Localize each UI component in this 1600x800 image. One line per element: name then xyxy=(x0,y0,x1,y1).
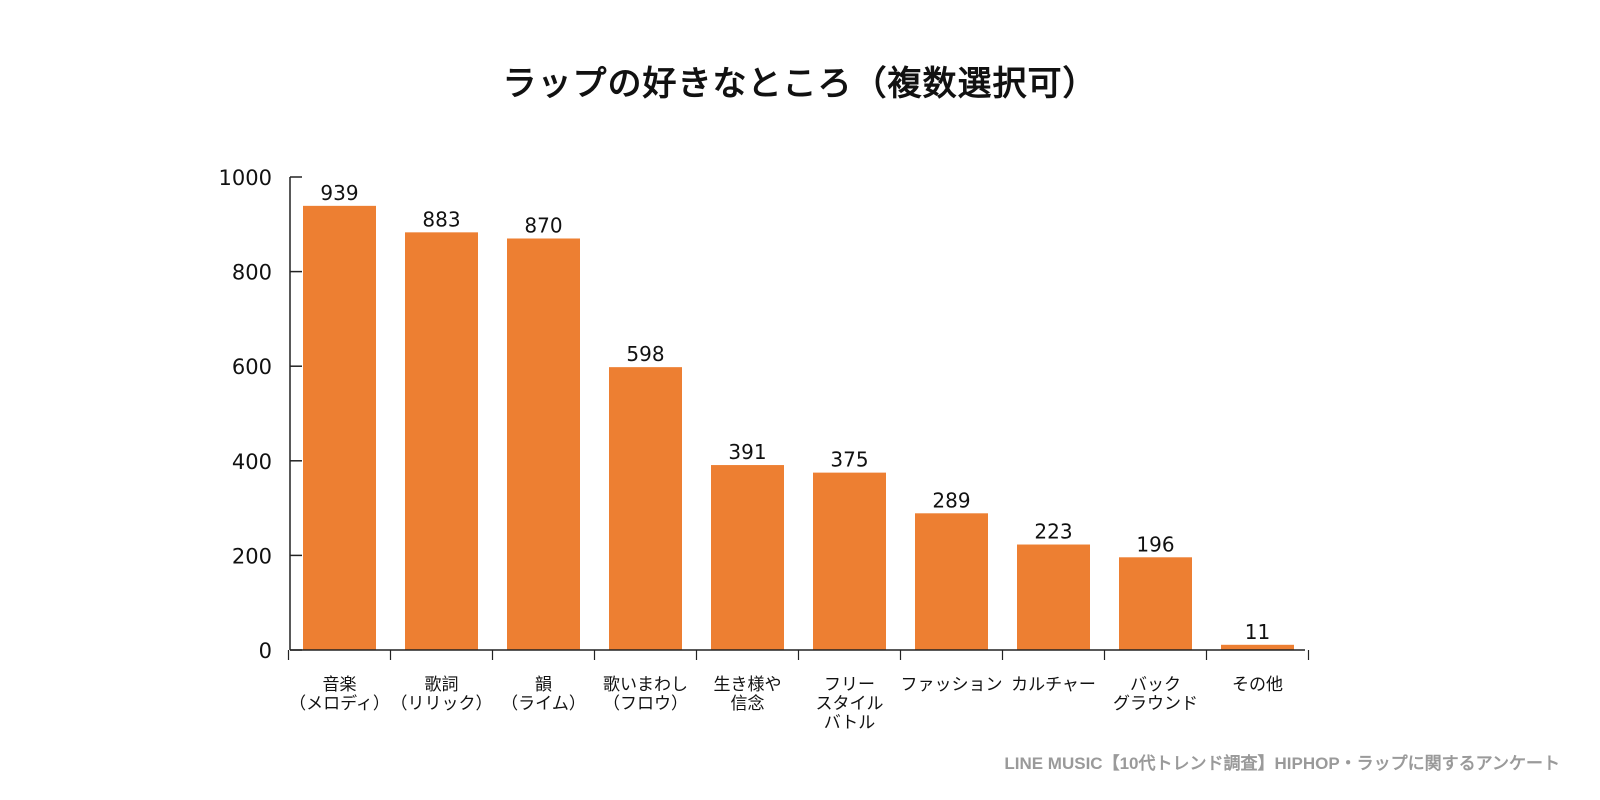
category-label-line: カルチャー xyxy=(1011,675,1096,695)
data-label: 939 xyxy=(320,181,358,205)
bar xyxy=(609,367,682,650)
category-label-line: 歌いまわし xyxy=(603,675,688,695)
bar xyxy=(1017,544,1090,650)
bar xyxy=(303,205,376,650)
bar xyxy=(1119,557,1192,650)
data-label: 289 xyxy=(932,488,970,512)
y-tick-label: 600 xyxy=(232,355,272,379)
y-tick-label: 200 xyxy=(232,544,272,568)
category-label: ファッション xyxy=(901,675,1003,695)
category-label-line: 信念 xyxy=(731,693,765,714)
y-axis: 0 200 400 600 800 1000 xyxy=(219,166,302,663)
category-label-line: （フロウ） xyxy=(603,694,688,714)
category-label-line: 韻 xyxy=(535,675,552,695)
category-label-line: バトル xyxy=(824,713,876,733)
bar xyxy=(507,238,580,651)
category-label-line: その他 xyxy=(1232,675,1283,695)
category-label-line: バック xyxy=(1130,675,1181,695)
chart-title: ラップの好きなところ（複数選択可） xyxy=(502,64,1098,104)
data-label: 196 xyxy=(1136,532,1174,556)
category-label: 歌詞（リリック） xyxy=(391,675,493,714)
category-label-line: （メロディ） xyxy=(289,693,390,714)
data-label: 391 xyxy=(728,440,766,464)
y-tick-label: 400 xyxy=(232,450,272,474)
data-label: 375 xyxy=(830,448,868,472)
category-label-line: 音楽 xyxy=(323,675,357,695)
category-label-line: （ライム） xyxy=(501,694,586,714)
category-label: 音楽（メロディ） xyxy=(289,675,390,714)
bar xyxy=(711,465,784,650)
category-label: 韻（ライム） xyxy=(501,675,586,714)
data-label: 223 xyxy=(1034,520,1072,544)
data-label: 883 xyxy=(422,207,460,231)
category-label-line: グラウンド xyxy=(1113,694,1198,714)
category-label: 生き様や信念 xyxy=(714,675,782,714)
source-note: LINE MUSIC【10代トレンド調査】HIPHOP・ラップに関するアンケート xyxy=(1004,754,1560,773)
x-axis xyxy=(287,649,1310,660)
y-tick-label: 0 xyxy=(259,639,272,663)
bar xyxy=(915,513,988,650)
category-label-line: フリー xyxy=(824,675,875,695)
category-labels: 音楽（メロディ）歌詞（リリック）韻（ライム）歌いまわし（フロウ）生き様や信念フリ… xyxy=(289,675,1283,733)
category-label: フリースタイルバトル xyxy=(816,675,884,733)
category-label-line: 生き様や xyxy=(714,675,782,695)
data-label: 598 xyxy=(626,342,664,366)
category-label: カルチャー xyxy=(1011,675,1096,695)
category-label: 歌いまわし（フロウ） xyxy=(603,675,688,714)
category-label-line: （リリック） xyxy=(391,694,493,714)
data-labels: 939 883 870 598 391 375 289 223 196 11 xyxy=(320,181,1270,644)
category-label-line: ファッション xyxy=(901,675,1003,695)
category-label-line: スタイル xyxy=(816,694,884,714)
data-label: 870 xyxy=(524,213,562,237)
category-label: その他 xyxy=(1232,675,1283,695)
category-label-line: 歌詞 xyxy=(425,675,459,695)
category-label: バックグラウンド xyxy=(1113,675,1198,714)
y-tick-label: 1000 xyxy=(219,166,272,190)
bars xyxy=(303,205,1294,651)
bar xyxy=(405,232,478,650)
data-label: 11 xyxy=(1245,620,1270,644)
bar xyxy=(1221,644,1294,650)
y-tick-label: 800 xyxy=(232,261,272,285)
bar xyxy=(813,472,886,650)
